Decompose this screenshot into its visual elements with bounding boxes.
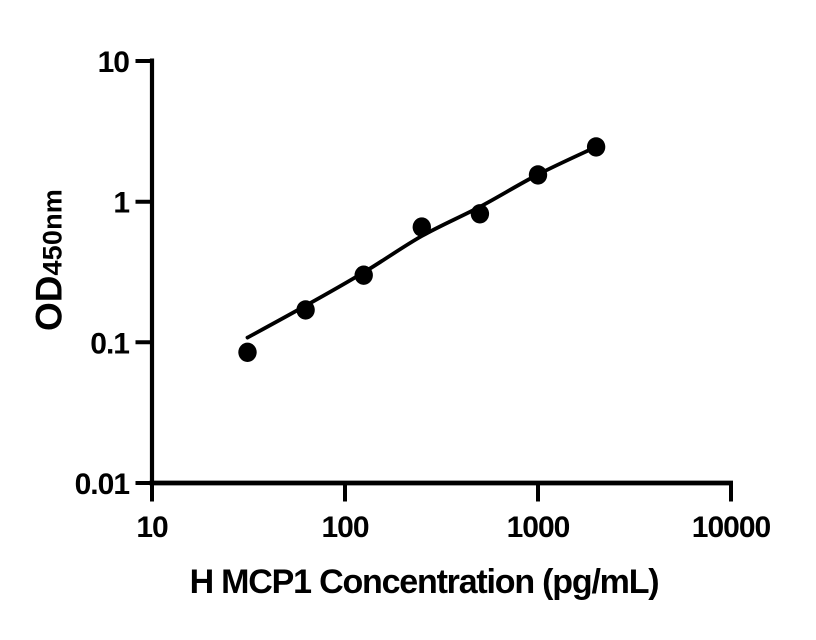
y-axis-title: OD 450nm [28,188,70,332]
y-tick-label-1: 1 [113,187,129,220]
y-tick-label-0.01: 0.01 [75,468,130,501]
x-tick-label-10000: 10000 [692,511,771,544]
x-tick-label-10: 10 [136,511,168,544]
y-tick-label-10: 10 [98,46,130,79]
data-point-500pg [470,204,490,224]
data-point-2000pg [586,137,606,157]
data-point-62.5pg [296,300,315,320]
y-axis-title-main: OD [28,275,70,332]
data-point-31.25pg [238,342,257,362]
data-point-250pg [412,217,431,237]
x-tick-label-1000: 1000 [507,511,570,544]
x-axis-title: H MCP1 Concentration (pg/mL) [189,563,660,601]
x-tick-label-100: 100 [321,511,368,544]
data-point-125pg [354,265,373,285]
data-point-1000pg [528,165,548,185]
y-axis-title-subscript: 450nm [37,188,68,276]
y-tick-label-0.1: 0.1 [90,327,129,360]
